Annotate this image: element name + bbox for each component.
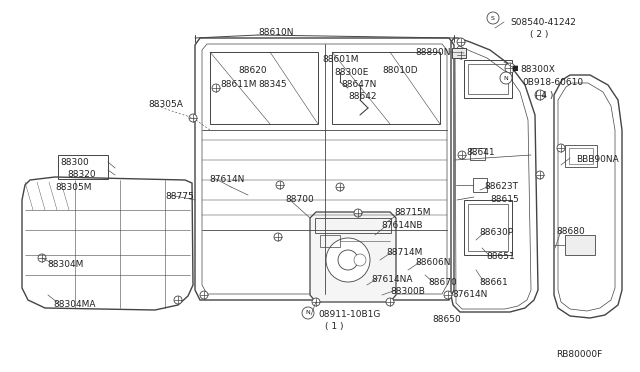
Text: 88305A: 88305A <box>148 100 183 109</box>
Text: 88714M: 88714M <box>386 248 422 257</box>
Text: 87614N: 87614N <box>452 290 488 299</box>
Circle shape <box>444 291 452 299</box>
Text: 88642: 88642 <box>348 92 376 101</box>
Bar <box>468 64 508 94</box>
Circle shape <box>212 84 220 92</box>
Circle shape <box>326 238 370 282</box>
Circle shape <box>500 72 512 84</box>
Bar <box>473 178 487 192</box>
Text: 88300: 88300 <box>60 158 89 167</box>
Circle shape <box>487 12 499 24</box>
Circle shape <box>536 171 544 179</box>
Text: 88641: 88641 <box>466 148 495 157</box>
Text: 88650: 88650 <box>432 315 461 324</box>
Text: 88651: 88651 <box>486 252 515 261</box>
Bar <box>320 235 340 247</box>
Bar <box>315 218 391 233</box>
Text: 88620: 88620 <box>238 66 267 75</box>
Text: 88304M: 88304M <box>47 260 83 269</box>
Bar <box>468 204 508 251</box>
Text: 88623T: 88623T <box>484 182 518 191</box>
Text: 88890N: 88890N <box>415 48 451 57</box>
Text: 88010D: 88010D <box>382 66 418 75</box>
Text: 88615: 88615 <box>490 195 519 204</box>
Text: 88715M: 88715M <box>394 208 431 217</box>
Text: 87614NA: 87614NA <box>371 275 413 284</box>
Bar <box>565 145 597 167</box>
Text: S08540-41242: S08540-41242 <box>510 18 576 27</box>
Circle shape <box>38 254 46 262</box>
Text: 88680: 88680 <box>556 227 585 236</box>
Bar <box>452 48 466 58</box>
Bar <box>332 52 440 124</box>
Text: 88661: 88661 <box>479 278 508 287</box>
Circle shape <box>457 51 465 59</box>
Text: 88300E: 88300E <box>334 68 369 77</box>
Circle shape <box>312 298 320 306</box>
Bar <box>464 60 512 98</box>
Circle shape <box>458 151 466 159</box>
Text: 88611M: 88611M <box>220 80 257 89</box>
Text: 88610N: 88610N <box>258 28 294 37</box>
Text: S: S <box>491 16 495 20</box>
Circle shape <box>200 291 208 299</box>
Text: 88304MA: 88304MA <box>53 300 95 309</box>
Text: N: N <box>504 76 508 80</box>
Circle shape <box>174 296 182 304</box>
Text: ( 1 ): ( 1 ) <box>325 322 344 331</box>
Circle shape <box>338 250 358 270</box>
Text: 88305M: 88305M <box>55 183 92 192</box>
Circle shape <box>457 38 465 46</box>
Bar <box>210 52 318 124</box>
Text: 87614NB: 87614NB <box>381 221 422 230</box>
Text: 88345: 88345 <box>258 80 287 89</box>
Bar <box>565 235 595 255</box>
Text: RB80000F: RB80000F <box>556 350 602 359</box>
Bar <box>569 148 593 164</box>
Circle shape <box>336 183 344 191</box>
Text: 88300X: 88300X <box>520 65 555 74</box>
Circle shape <box>505 63 515 73</box>
Circle shape <box>274 233 282 241</box>
Circle shape <box>557 144 565 152</box>
Text: 88700: 88700 <box>285 195 314 204</box>
Text: 88300B: 88300B <box>390 287 425 296</box>
Circle shape <box>354 209 362 217</box>
Text: 88775: 88775 <box>165 192 194 201</box>
Circle shape <box>386 298 394 306</box>
Circle shape <box>302 307 314 319</box>
Text: 88320: 88320 <box>67 170 95 179</box>
Text: 87614N: 87614N <box>209 175 244 184</box>
Text: 88606N: 88606N <box>415 258 451 267</box>
Text: 08911-10B1G: 08911-10B1G <box>318 310 380 319</box>
Polygon shape <box>310 212 396 302</box>
Text: BBB90NA: BBB90NA <box>576 155 619 164</box>
Text: 0B918-60610: 0B918-60610 <box>522 78 583 87</box>
Text: ( 4 ): ( 4 ) <box>535 91 554 100</box>
Text: ( 2 ): ( 2 ) <box>530 30 548 39</box>
Bar <box>470 148 485 160</box>
Circle shape <box>189 114 197 122</box>
Text: N: N <box>306 311 310 315</box>
Circle shape <box>354 254 366 266</box>
Text: ■: ■ <box>511 65 518 71</box>
Text: 88601M: 88601M <box>322 55 358 64</box>
Bar <box>464 200 512 255</box>
Text: 88630P: 88630P <box>479 228 513 237</box>
Text: 88670: 88670 <box>428 278 457 287</box>
Circle shape <box>535 90 545 100</box>
Circle shape <box>276 181 284 189</box>
Text: 88647N: 88647N <box>341 80 376 89</box>
Bar <box>58 155 108 179</box>
